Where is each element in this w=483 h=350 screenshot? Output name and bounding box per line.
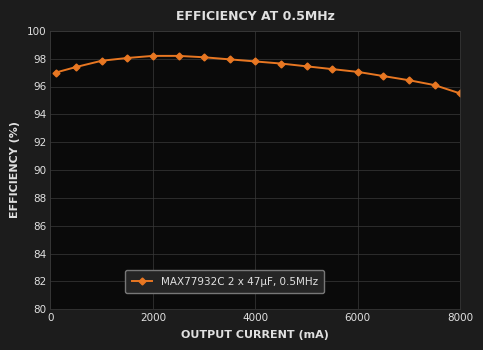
MAX77932C 2 x 47μF, 0.5MHz [176,54,182,58]
MAX77932C 2 x 47μF, 0.5MHz [253,60,258,64]
MAX77932C 2 x 47μF, 0.5MHz [329,67,335,71]
MAX77932C 2 x 47μF, 0.5MHz [355,70,361,74]
MAX77932C 2 x 47μF, 0.5MHz [278,62,284,66]
Y-axis label: EFFICIENCY (%): EFFICIENCY (%) [10,121,20,218]
Title: EFFICIENCY AT 0.5MHz: EFFICIENCY AT 0.5MHz [176,10,335,23]
MAX77932C 2 x 47μF, 0.5MHz [381,74,386,78]
MAX77932C 2 x 47μF, 0.5MHz [150,54,156,58]
MAX77932C 2 x 47μF, 0.5MHz [73,65,79,69]
MAX77932C 2 x 47μF, 0.5MHz [227,57,233,62]
Legend: MAX77932C 2 x 47μF, 0.5MHz: MAX77932C 2 x 47μF, 0.5MHz [125,270,324,293]
MAX77932C 2 x 47μF, 0.5MHz [53,70,58,75]
MAX77932C 2 x 47μF, 0.5MHz [201,55,207,60]
MAX77932C 2 x 47μF, 0.5MHz [125,56,130,60]
MAX77932C 2 x 47μF, 0.5MHz [304,64,310,68]
MAX77932C 2 x 47μF, 0.5MHz [99,59,105,63]
X-axis label: OUTPUT CURRENT (mA): OUTPUT CURRENT (mA) [182,330,329,340]
MAX77932C 2 x 47μF, 0.5MHz [457,91,463,96]
MAX77932C 2 x 47μF, 0.5MHz [432,83,438,87]
MAX77932C 2 x 47μF, 0.5MHz [406,78,412,82]
Line: MAX77932C 2 x 47μF, 0.5MHz: MAX77932C 2 x 47μF, 0.5MHz [53,54,463,96]
